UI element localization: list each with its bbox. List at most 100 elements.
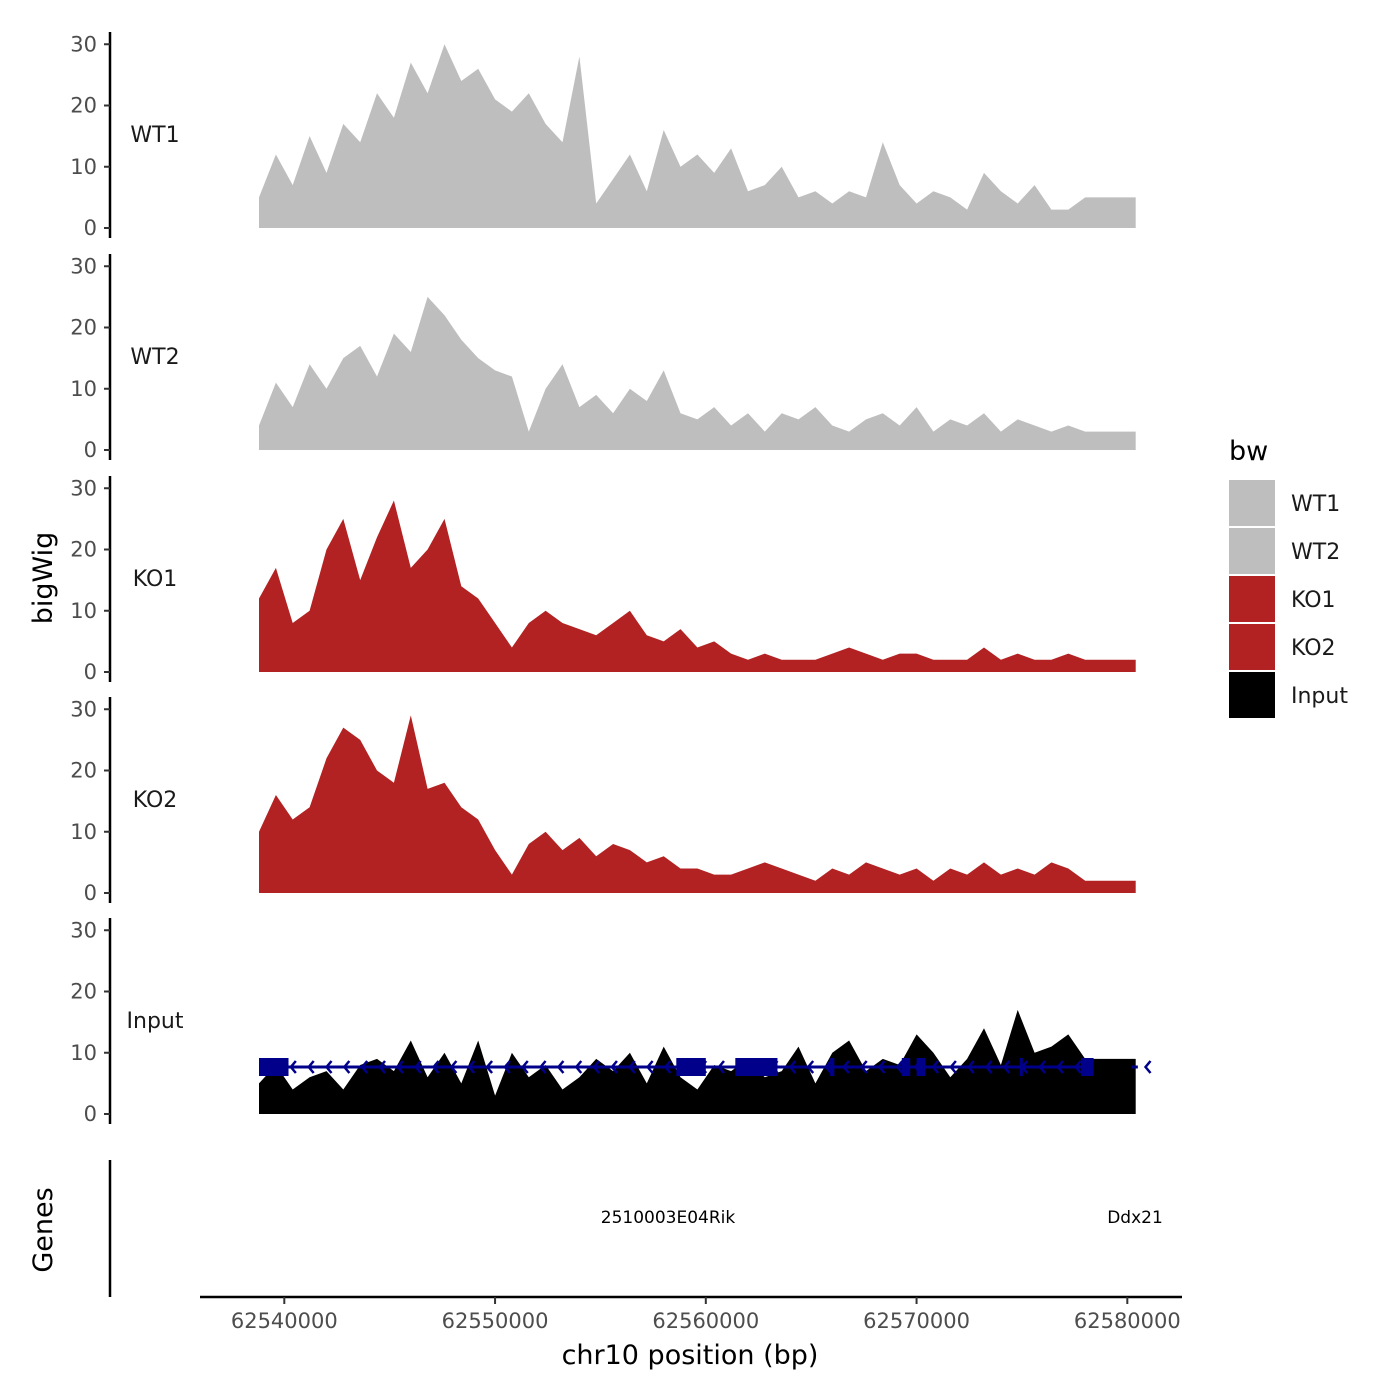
- y-tick-label: 0: [84, 881, 97, 905]
- legend-title: bw: [1229, 436, 1268, 467]
- y-tick-label: 20: [70, 980, 97, 1004]
- y-tick-label: 0: [84, 660, 97, 684]
- legend-swatch-ko1: [1229, 576, 1275, 622]
- gene-exon: [735, 1058, 778, 1076]
- strand-arrow: [1143, 1060, 1152, 1074]
- track-label-wt2: WT2: [130, 345, 179, 370]
- x-axis-title: chr10 position (bp): [562, 1340, 819, 1371]
- strand-arrow: [824, 1060, 832, 1074]
- y-tick-label: 10: [70, 820, 97, 844]
- strand-arrow: [842, 1060, 850, 1074]
- strand-arrow: [396, 1060, 404, 1074]
- x-tick-label: 62540000: [231, 1309, 338, 1333]
- strand-arrow: [592, 1060, 601, 1074]
- strand-arrow: [467, 1060, 476, 1074]
- strand-arrow: [538, 1060, 547, 1074]
- x-tick-label: 62560000: [652, 1309, 759, 1333]
- strand-arrow: [984, 1060, 993, 1074]
- strand-arrow: [860, 1060, 868, 1074]
- x-tick-label: 62580000: [1074, 1309, 1181, 1333]
- legend-swatch-input: [1229, 672, 1275, 718]
- strand-arrow: [1038, 1060, 1047, 1074]
- gene-label: 2510003E04Rik: [601, 1208, 736, 1228]
- track-wt1: 0 10 20 30 WT1: [70, 32, 1136, 240]
- legend: bw WT1 WT2 KO1 KO2 Input: [1229, 436, 1348, 718]
- genes-panel: 2510003E04Rik Ddx21: [108, 1058, 1163, 1297]
- strand-arrow: [556, 1060, 565, 1074]
- legend-label-wt2: WT2: [1291, 540, 1340, 565]
- y-tick-label: 20: [70, 538, 97, 562]
- legend-swatch-ko2: [1229, 624, 1275, 670]
- legend-label-ko1: KO1: [1291, 588, 1336, 613]
- strand-arrow: [1002, 1060, 1011, 1074]
- strand-arrow: [378, 1060, 387, 1074]
- strand-arrow: [342, 1060, 351, 1074]
- strand-arrow: [877, 1060, 886, 1074]
- track-label-input: Input: [127, 1009, 184, 1034]
- track-label-ko1: KO1: [133, 567, 178, 592]
- strand-arrow: [1056, 1060, 1064, 1074]
- legend-label-input: Input: [1291, 684, 1348, 709]
- strand-arrow: [967, 1060, 975, 1074]
- strand-arrow: [485, 1060, 494, 1074]
- track-label-wt1: WT1: [130, 123, 179, 148]
- strand-arrow: [521, 1060, 529, 1074]
- signal-area-wt2: [259, 296, 1136, 450]
- gene-exon: [916, 1058, 925, 1076]
- gene-2510003e04rik: 2510003E04Rik: [259, 1058, 1094, 1228]
- y-tick-label: 10: [70, 377, 97, 401]
- y-tick-label: 30: [70, 32, 97, 56]
- strand-arrow: [610, 1060, 618, 1074]
- strand-arrow: [931, 1060, 940, 1074]
- gene-exon: [901, 1058, 911, 1076]
- y-tick-label: 30: [70, 697, 97, 721]
- strand-arrow: [449, 1060, 458, 1074]
- gene-exon: [259, 1058, 289, 1076]
- y-tick-label: 20: [70, 94, 97, 118]
- strand-arrow: [717, 1060, 725, 1074]
- legend-swatch-wt1: [1229, 480, 1275, 526]
- y-tick-label: 10: [70, 155, 97, 179]
- signal-area-ko1: [259, 500, 1136, 672]
- y-tick-label: 0: [84, 1102, 97, 1126]
- gene-ddx21: Ddx21: [1107, 1060, 1163, 1228]
- y-tick-label: 10: [70, 599, 97, 623]
- signal-area-wt1: [259, 44, 1136, 228]
- strand-arrow: [645, 1060, 654, 1074]
- y-tick-label: 0: [84, 438, 97, 462]
- y-tick-label: 10: [70, 1041, 97, 1065]
- strand-arrow: [307, 1060, 315, 1074]
- gene-exon: [676, 1058, 706, 1076]
- strand-arrow: [663, 1060, 672, 1074]
- legend-label-wt1: WT1: [1291, 492, 1340, 517]
- legend-swatch-wt2: [1229, 528, 1275, 574]
- y-axis-title: bigWig: [28, 532, 59, 625]
- genes-axis-title: Genes: [28, 1187, 59, 1272]
- gene-exon: [1080, 1058, 1094, 1076]
- strand-arrow: [503, 1060, 511, 1074]
- legend-label-ko2: KO2: [1291, 636, 1336, 661]
- x-axis: 62540000 62550000 62560000 62570000 62580000: [200, 1295, 1182, 1333]
- gene-exon: [830, 1058, 835, 1076]
- y-tick-label: 30: [70, 476, 97, 500]
- x-tick-label: 62570000: [863, 1309, 970, 1333]
- strand-arrow: [289, 1060, 297, 1074]
- gene-label: Ddx21: [1107, 1208, 1163, 1228]
- signal-area-input: [259, 1009, 1136, 1114]
- strand-arrow: [431, 1060, 440, 1074]
- strand-arrow: [788, 1060, 797, 1074]
- strand-arrow: [324, 1060, 333, 1074]
- track-input: 0 10 20 30 Input: [70, 918, 1136, 1126]
- y-tick-label: 20: [70, 759, 97, 783]
- y-tick-label: 20: [70, 316, 97, 340]
- strand-arrow: [1074, 1060, 1082, 1074]
- y-tick-label: 30: [70, 254, 97, 278]
- strand-arrow: [574, 1060, 583, 1074]
- track-ko1: 0 10 20 30 KO1: [70, 476, 1136, 684]
- y-tick-label: 30: [70, 918, 97, 942]
- strand-arrow: [806, 1060, 815, 1074]
- strand-arrow: [414, 1060, 422, 1074]
- strand-arrow: [949, 1060, 957, 1074]
- gene-exon: [1019, 1058, 1023, 1076]
- signal-tracks: 0 10 20 30 WT1 0 10 20 30 WT2 0 10 20 30 KO1 0 10 20 30 KO2…: [70, 32, 1136, 1126]
